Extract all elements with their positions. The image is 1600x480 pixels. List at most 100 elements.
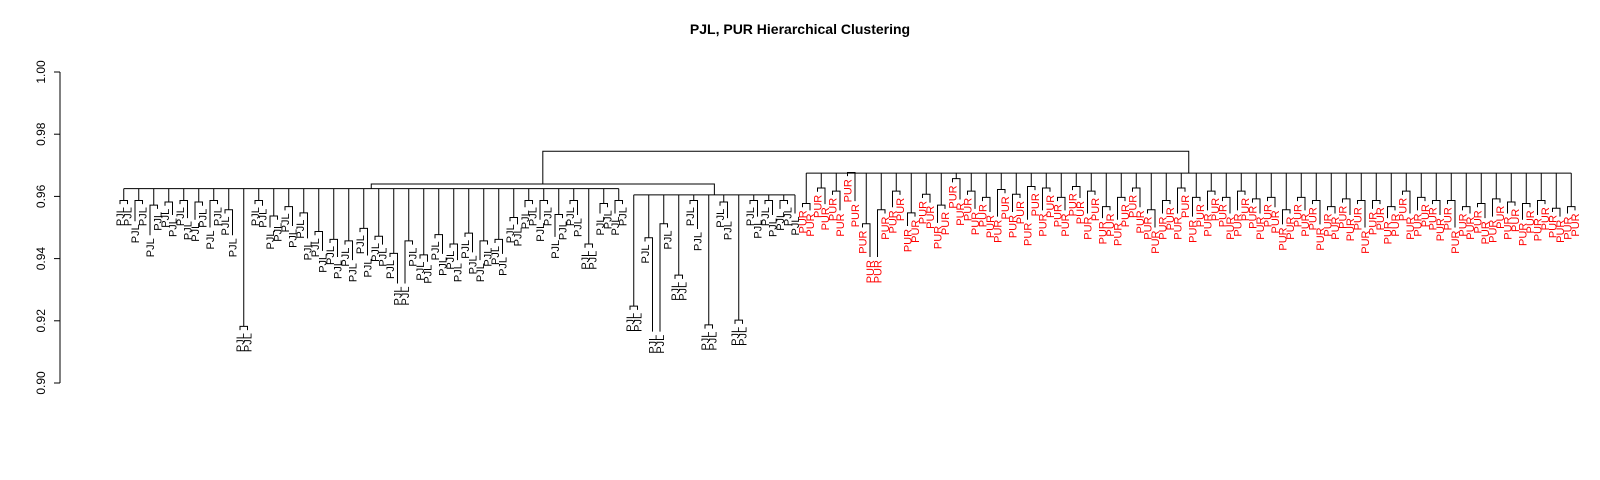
leaf-label: PUR (933, 226, 945, 249)
leaf-label: PUR (1023, 223, 1035, 246)
leaf-label: PUR (1090, 198, 1102, 221)
leaf-label: PJL (228, 238, 240, 257)
chart-title: PJL, PUR Hierarchical Clustering (690, 21, 910, 37)
leaf-label: PJL (423, 265, 435, 284)
leaf-label: PUR (1375, 207, 1387, 230)
leaf-label: PJL (325, 246, 337, 265)
leaf-label: PUR (1015, 201, 1027, 224)
leaf-label: PUR (1570, 213, 1582, 236)
pjl-subtree-link (370, 183, 715, 195)
leaf-pair-link (1567, 206, 1576, 214)
leaf-label: PUR (1060, 213, 1072, 236)
leaf-label: PUR (1443, 207, 1455, 230)
leaf-label: PUR (835, 213, 847, 236)
leaf-label: PUR (1038, 213, 1050, 236)
leaf-label: PJL (610, 217, 622, 236)
leaf-label: PJL (408, 248, 420, 267)
leaf-label: PJL (588, 251, 600, 270)
leaf-label: PJL (505, 224, 517, 243)
leaf-label: PUR (1510, 209, 1522, 232)
leaf-label: PJL (730, 327, 742, 346)
leaf-label: PJL (213, 207, 225, 226)
leaf-label: PJL (138, 207, 150, 226)
leaf-label: PJL (655, 335, 667, 354)
leaf-label: PJL (685, 207, 697, 226)
leaf-pair-link (629, 305, 638, 310)
leaf-label: PUR (1518, 223, 1530, 246)
leaf-label: PUR (1248, 206, 1260, 229)
leaf-label: PJL (453, 263, 465, 282)
leaf-label: PJL (310, 238, 322, 257)
leaf-label: PJL (723, 221, 735, 240)
leaf-label: PUR (1383, 221, 1395, 244)
leaf-label: PUR (985, 215, 997, 238)
leaf-label: PUR (925, 206, 937, 229)
leaf-label: PUR (1308, 207, 1320, 230)
leaf-label: PUR (1240, 198, 1252, 221)
leaf-label: PUR (850, 204, 862, 227)
y-tick-label: 0.92 (34, 309, 48, 333)
leaf-label: PJL (580, 251, 592, 270)
leaf-label: PUR (828, 198, 840, 221)
leaf-pair-link (584, 243, 593, 248)
leaf-label: PJL (190, 223, 202, 242)
y-tick-label: 0.94 (34, 247, 48, 271)
leaf-label: PJL (385, 260, 397, 279)
leaf-label: PJL (303, 241, 315, 260)
leaf-label: PUR (1503, 216, 1515, 239)
y-axis: 0.90 0.92 0.94 0.96 0.98 1.00 (34, 60, 61, 395)
leaf-label: PUR (1165, 207, 1177, 230)
leaf-label: PUR (865, 260, 877, 283)
leaf-label: PJL (340, 248, 352, 267)
leaf-pair-link (674, 274, 683, 279)
leaf-label: PUR (1150, 230, 1162, 253)
leaf-label: PUR (1323, 213, 1335, 236)
leaf-label: PUR (1533, 218, 1545, 241)
leaf-label: PUR (1420, 204, 1432, 227)
leaf-label: PJL (768, 218, 780, 237)
leaf-label: PUR (1278, 227, 1290, 250)
leaf-label: PUR (1195, 204, 1207, 227)
leaf-pair-link (254, 199, 263, 206)
leaf-label: PUR (1368, 212, 1380, 235)
leaf-label: PUR (1180, 195, 1192, 218)
leaf-label: PJL (265, 231, 277, 250)
leaf-pair-link (419, 254, 428, 262)
leaf-pair-link (1327, 206, 1336, 214)
leaf-label: PUR (948, 185, 960, 208)
leaf-label: PUR (955, 202, 967, 225)
leaf-label: PUR (1300, 213, 1312, 236)
leaf-pair-link (119, 199, 128, 205)
leaf-label: PUR (1218, 204, 1230, 227)
leaf-label: PJL (115, 207, 127, 226)
leaf-label: PUR (805, 213, 817, 236)
leaf-label: PJL (438, 257, 450, 276)
leaf-label: PJL (753, 220, 765, 239)
leaf-label: PUR (1098, 221, 1110, 244)
leaf-label: PJL (393, 286, 405, 305)
leaf-label: PJL (550, 240, 562, 259)
leaf-label: PUR (1345, 218, 1357, 241)
leaf-label: PUR (1135, 210, 1147, 233)
leaf-label: PUR (888, 210, 900, 233)
leaf-label: PJL (715, 209, 727, 228)
leaf-label: PJL (318, 254, 330, 273)
leaf-label: PUR (1270, 210, 1282, 233)
leaf-label: PUR (1473, 210, 1485, 233)
leaf-pair-link (524, 199, 533, 208)
leaf-label: PUR (1563, 216, 1575, 239)
leaf-label: PJL (543, 207, 555, 226)
leaf-label: PJL (243, 333, 255, 352)
leaf-label: PJL (445, 251, 457, 270)
leaf-label: PUR (1285, 216, 1297, 239)
leaf-label: PUR (1083, 216, 1095, 239)
leaf-label: PJL (258, 209, 270, 228)
leaf-label: PJL (625, 313, 637, 332)
leaf-label: PUR (1548, 215, 1560, 238)
leaf-label: PJL (370, 243, 382, 262)
leaf-label: PUR (1465, 216, 1477, 239)
leaf-label: PJL (183, 221, 195, 240)
leaf-label: PUR (1480, 221, 1492, 244)
leaf-pair-link (1462, 206, 1471, 214)
leaf-label: PJL (490, 246, 502, 265)
